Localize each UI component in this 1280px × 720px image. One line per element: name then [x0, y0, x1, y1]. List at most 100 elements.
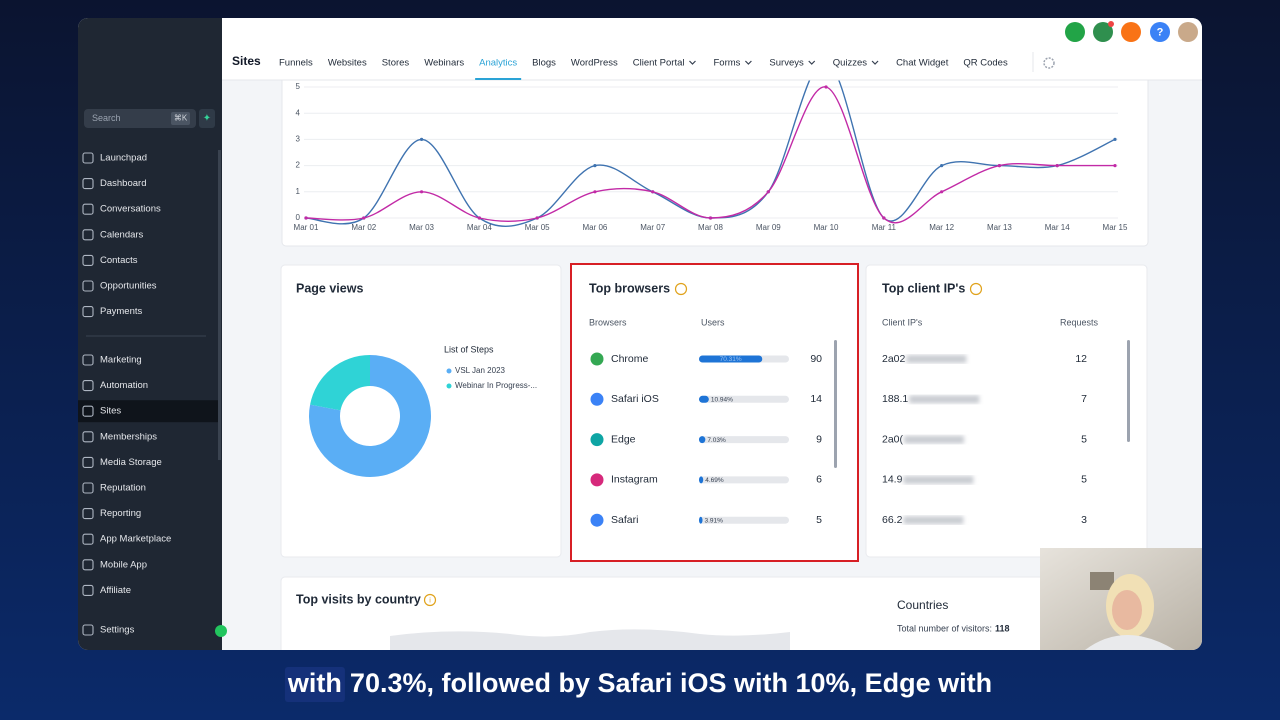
series-line — [305, 86, 1115, 224]
percent-label: 4.69% — [705, 477, 724, 484]
sidebar-item[interactable]: Dashboard — [100, 178, 146, 189]
info-icon[interactable] — [674, 282, 688, 296]
nav-tab[interactable]: WordPress — [571, 58, 618, 69]
users-value: 90 — [810, 353, 822, 365]
browser-name: Chrome — [611, 353, 649, 365]
sidebar-item[interactable]: Memberships — [100, 431, 157, 442]
info-icon[interactable] — [423, 593, 437, 607]
nav-tabs: Funnels Websites Stores Webinars Analytics Bl… — [279, 58, 1008, 80]
nav-tab[interactable]: Webinars — [424, 58, 464, 69]
shortcut-badge — [171, 112, 190, 125]
countries-heading: Countries — [897, 598, 948, 612]
browser-icon — [590, 433, 604, 447]
notifications-button[interactable] — [1121, 22, 1141, 42]
sidebar-icon — [82, 380, 94, 392]
sidebar-icon — [82, 431, 94, 443]
sidebar-icon — [82, 354, 94, 366]
caption-highlight-box — [284, 667, 345, 702]
sidebar-item[interactable]: Affiliate — [100, 585, 131, 596]
top-client-ips: Top client IP's Client IP's Requests 2a02 12… — [882, 281, 1130, 526]
sidebar-item[interactable]: Settings — [100, 625, 135, 636]
nav-tab[interactable]: Quizzes — [833, 58, 868, 69]
total-label: Total number of visitors: — [897, 623, 992, 633]
announce-button[interactable] — [1093, 22, 1113, 42]
sidebar-active — [78, 400, 218, 423]
nav-tab[interactable]: Client Portal — [633, 58, 685, 69]
sidebar-item[interactable]: Contacts — [100, 255, 138, 266]
donut-chart: Page views List of Steps VSL Jan 2023 Webin… — [296, 281, 537, 477]
sidebar-icon — [82, 306, 94, 318]
x-tick-label: Mar 11 — [872, 223, 897, 232]
sidebar-item[interactable]: Reporting — [100, 508, 141, 519]
collapse-button[interactable] — [215, 625, 227, 637]
data-point — [1113, 137, 1117, 141]
search-box[interactable] — [84, 109, 196, 128]
bar-track — [699, 395, 789, 403]
nav-tab[interactable]: Stores — [382, 58, 410, 69]
data-point — [593, 164, 597, 168]
webcam-shirt — [1085, 635, 1175, 650]
users-value: 5 — [816, 514, 822, 526]
bar — [699, 355, 763, 363]
phone-button[interactable] — [1065, 22, 1085, 42]
data-point — [362, 216, 366, 220]
sidebar-item[interactable]: Mobile App — [100, 559, 147, 570]
requests-value: 3 — [1081, 514, 1087, 526]
browser-icon — [590, 513, 604, 527]
nav-tab[interactable]: Surveys — [769, 58, 804, 69]
sidebar-item[interactable]: Sites — [100, 406, 121, 417]
top-browsers-card — [570, 263, 859, 562]
column-header: Users — [701, 317, 725, 327]
dropdown-chevron — [744, 60, 752, 65]
ip-address: 14.9 — [882, 474, 903, 486]
info-icon[interactable] — [969, 282, 983, 296]
nav-tab[interactable]: QR Codes — [963, 58, 1008, 69]
nav-tab[interactable]: Websites — [328, 58, 367, 69]
data-point — [651, 190, 655, 194]
x-tick-label: Mar 07 — [640, 223, 665, 232]
percent-label: 10.94% — [711, 397, 733, 404]
data-point — [304, 216, 308, 220]
sidebar-item[interactable]: Automation — [100, 380, 148, 391]
sidebar-item[interactable]: Media Storage — [100, 457, 162, 468]
sidebar-item[interactable]: Payments — [100, 306, 142, 317]
avatar[interactable] — [1178, 22, 1198, 42]
quick-action[interactable] — [199, 109, 215, 128]
world-map — [390, 629, 790, 650]
browser-name: Safari iOS — [611, 393, 659, 405]
sidebar-item[interactable]: Marketing — [100, 355, 142, 366]
y-tick-label: 2 — [296, 161, 301, 170]
sidebar-icon — [82, 533, 94, 545]
help-button[interactable] — [1150, 22, 1170, 42]
donut-slice — [310, 355, 370, 411]
nav-tab[interactable]: Funnels — [279, 58, 313, 69]
data-point — [708, 216, 713, 220]
requests-value: 5 — [1081, 474, 1087, 486]
shortcut: ⌘K — [174, 114, 188, 123]
nav-tab[interactable]: Forms — [713, 58, 740, 69]
data-point — [1055, 164, 1059, 168]
x-tick-label: Mar 06 — [582, 223, 607, 232]
sidebar-icon — [82, 482, 94, 494]
nav-tab[interactable]: Chat Widget — [896, 58, 949, 69]
dropdown-chevron — [808, 60, 816, 65]
sidebar-icon — [82, 456, 94, 468]
sidebar-item[interactable]: Launchpad — [100, 153, 147, 164]
caption-highlight: with — [287, 668, 342, 698]
sidebar-item[interactable]: Conversations — [100, 204, 161, 215]
sidebar-item[interactable]: App Marketplace — [100, 534, 171, 545]
sidebar-item[interactable]: Calendars — [100, 229, 144, 240]
nav-tab[interactable]: Blogs — [532, 58, 556, 69]
sidebar-item[interactable]: Reputation — [100, 483, 146, 494]
settings-gear[interactable] — [1043, 57, 1055, 69]
y-tick-label: 0 — [296, 213, 301, 222]
donut-slice — [309, 355, 431, 477]
sidebar-item[interactable]: Opportunities — [100, 281, 157, 292]
quick-action-icon: ✦ — [203, 113, 211, 124]
sidebar-icon — [82, 203, 94, 215]
chart-card — [281, 69, 1149, 247]
scrollbar — [1127, 340, 1130, 442]
top-browsers: Top browsers Browsers Users Chrome 70.31% 90 S… — [589, 281, 837, 527]
nav-tab[interactable]: Analytics — [479, 58, 517, 69]
card-title: Page views — [296, 281, 363, 295]
